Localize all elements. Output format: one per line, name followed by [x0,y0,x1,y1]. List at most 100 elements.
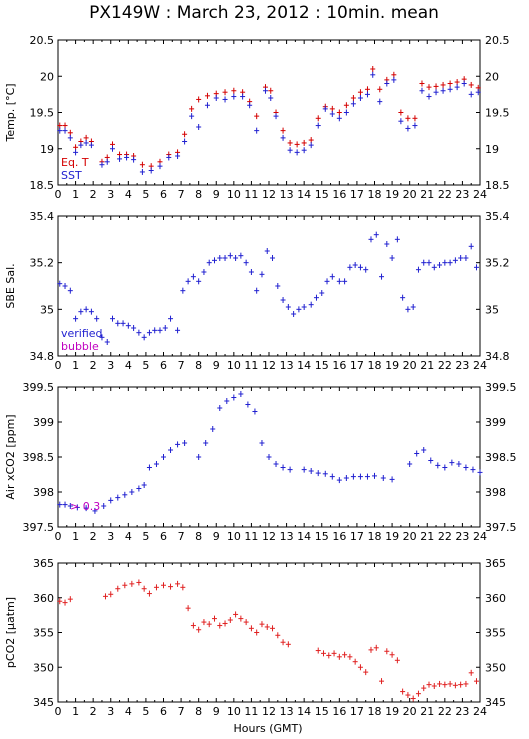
data-point [315,115,321,122]
x-tick-label: 20 [403,188,417,201]
data-point [83,134,89,141]
data-point [146,590,152,597]
x-tick-label: 21 [420,530,434,543]
data-point [166,154,172,161]
data-point [157,163,163,170]
data-point [370,66,376,72]
y-tick-label-right: 397.5 [485,521,517,534]
x-tick-label: 24 [473,188,487,201]
data-point [238,615,244,622]
x-tick-label: 7 [178,359,185,372]
data-point [189,105,195,112]
data-point [146,329,152,336]
data-point [161,454,166,460]
data-point [415,266,421,273]
x-tick-label: 9 [213,530,220,543]
data-point [357,664,363,671]
y-tick-label-right: 35.4 [485,210,510,223]
x-tick-label: 21 [420,359,434,372]
data-point [217,405,223,411]
data-point [182,138,188,145]
y-tick-label-right: 35.2 [485,257,510,270]
data-point [57,122,63,129]
data-point [405,125,411,132]
data-point [384,80,390,87]
data-point [321,650,327,657]
data-point [115,494,121,501]
x-tick-label: 14 [297,530,311,543]
data-point [426,84,432,91]
x-tick-label: 0 [55,705,62,718]
data-point [296,306,302,313]
data-point [203,440,209,446]
data-point [285,304,291,310]
data-point [62,501,68,508]
y-tick-label-right: 399.5 [485,381,517,394]
x-tick-label: 6 [160,530,167,543]
x-tick-label: 18 [368,188,382,201]
data-point [180,584,186,591]
x-tick-label: 8 [195,530,202,543]
data-point [440,81,446,88]
x-tick-label: 7 [178,188,185,201]
data-point [280,464,286,471]
data-point [122,582,128,589]
data-point [452,257,458,264]
data-point [315,470,321,477]
x-tick-label: 21 [420,188,434,201]
data-point [370,71,376,78]
y-tick-label-right: 398 [485,486,506,499]
data-point [153,584,159,591]
y-tick-label-right: 35 [485,303,499,316]
x-tick-label: 7 [178,530,185,543]
x-tick-label: 24 [473,359,487,372]
x-tick-label: 11 [244,530,258,543]
x-tick-label: 15 [315,359,329,372]
data-point [380,475,386,481]
y-tick-label-left: 397.5 [23,521,55,534]
data-point [148,167,154,174]
data-point [92,507,98,514]
data-point [99,334,105,341]
data-point [231,93,237,100]
data-point [454,79,460,86]
data-point [352,658,358,665]
x-tick-label: 19 [385,705,399,718]
data-point [373,231,379,238]
x-tick-label: 10 [227,188,241,201]
data-point [254,113,260,120]
data-point [308,468,314,474]
x-tick-label: 17 [350,188,364,201]
y-tick-label-left: 399 [33,416,54,429]
data-point [414,450,420,457]
data-point [227,252,233,259]
y-tick-label-left: 365 [33,557,54,570]
plot-frame [57,562,481,703]
panels: 0 1 2 3 4 5 6 7 8 9 10 11 12 13 14 15 16 17 18 19 20 21 22 23 24… [4,34,517,718]
data-point [364,86,370,93]
x-tick-label: 5 [142,530,149,543]
y-tick-label-left: 360 [33,592,54,605]
data-point [410,695,416,702]
x-tick-label: 3 [107,530,114,543]
data-point [196,626,202,633]
data-point [343,102,349,109]
data-point [83,139,89,146]
data-point [161,582,166,589]
data-point [405,115,411,122]
x-tick-label: 6 [160,188,167,201]
x-tick-label: 15 [315,530,329,543]
data-point [280,297,286,303]
data-point [363,669,369,676]
y-tick-label-left: 35 [40,303,54,316]
data-point [139,168,145,175]
data-point [468,243,474,250]
x-tick-label: 20 [403,359,417,372]
data-point [67,503,73,509]
y-tick-label-left: 398.5 [23,451,55,464]
y-axis-label: Temp. [°C] [4,83,17,142]
data-point [266,454,272,460]
data-point [461,80,467,87]
y-axis-label: SBE Sal. [4,263,17,308]
data-point [342,278,348,285]
